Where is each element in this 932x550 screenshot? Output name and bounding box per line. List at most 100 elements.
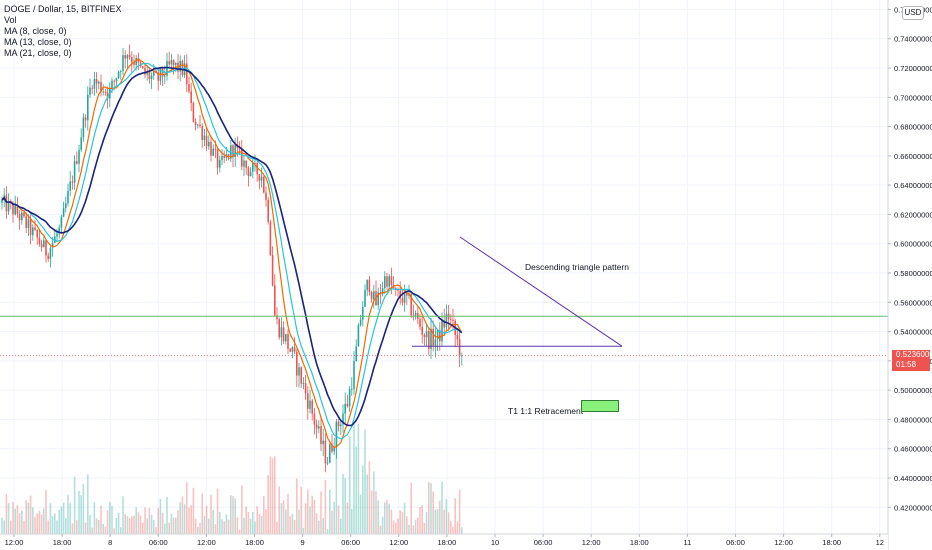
volume-bar [219,511,221,534]
candle-body [329,444,331,463]
candle-body [425,331,428,338]
candle-body [14,204,16,215]
candle-body [278,319,280,338]
volume-bar [159,499,162,534]
candle-body [21,212,23,221]
candle-body [51,242,54,248]
candle-body [71,181,74,183]
volume-bar [78,490,80,534]
candle-body [78,149,80,164]
candle-body [128,55,131,58]
candle-body [320,426,322,445]
candle-body [27,219,30,228]
candle-body [364,289,366,307]
volume-bar [208,518,210,534]
volume-bar [95,518,98,534]
volume-bar [461,527,463,534]
volume-bar [43,508,45,534]
volume-bar [100,505,102,534]
pattern-annotation[interactable]: Descending triangle pattern [525,262,629,272]
legend-ma21[interactable]: MA (21, close, 0) [4,48,72,58]
volume-bar [188,507,190,534]
candle-body [175,62,177,65]
candle-body [201,125,203,140]
candle-body [340,424,342,427]
volume-bar [414,519,417,534]
symbol-title[interactable]: DOGE / Dollar, 15, BITFINEX [4,4,122,14]
volume-bar [122,496,124,534]
volume-bar [302,527,305,534]
volume-bar [241,485,243,534]
volume-bar [271,458,274,534]
candlesticks [1,44,463,473]
target-annotation[interactable]: T1 1:1 Retracement [508,406,584,416]
candle-body [388,276,390,287]
volume-bar [412,525,415,534]
volume-bar [223,521,225,534]
candle-body [452,319,454,321]
volume-bars [1,424,463,534]
currency-button[interactable]: USD [902,6,924,20]
candle-body [243,160,245,167]
candle-body [386,276,388,287]
volume-bar [34,517,36,534]
candle-body [153,70,155,76]
candle-body [43,240,45,248]
candle-body [443,320,445,328]
volume-bar [3,520,5,534]
candle-body [106,92,109,99]
candle-body [124,55,126,59]
volume-bar [344,478,346,534]
volume-bar [14,508,16,534]
volume-bar [157,507,159,534]
time-tick-label: 12:00 [5,538,24,547]
volume-bar [7,503,10,534]
time-tick-label: 18:00 [438,538,457,547]
volume-bar [375,491,377,534]
volume-bar [139,515,142,534]
volume-bar [406,516,408,534]
candle-body [280,327,283,338]
candle-body [60,216,63,228]
candle-body [234,144,236,157]
candle-body [84,117,87,121]
candle-body [252,163,254,172]
candle-body [307,393,309,409]
volume-bar [40,514,43,534]
candle-body [423,334,426,338]
price-axis-bg [888,0,932,550]
candle-body [267,199,269,222]
candle-body [40,243,43,248]
volume-bar [216,488,219,534]
candle-body [76,161,78,164]
legend-ma13[interactable]: MA (13, close, 0) [4,37,72,47]
candle-body [326,462,329,464]
candle-body [401,298,404,303]
volume-bar [230,495,232,534]
volume-bar [102,523,104,534]
legend-ma8[interactable]: MA (8, close, 0) [4,26,67,36]
volume-bar [304,503,307,534]
candle-body [210,141,212,156]
candle-body [221,156,223,161]
volume-bar [425,511,428,534]
legend-volume[interactable]: Vol [4,15,17,25]
candle-body [421,326,423,335]
volume-bar [320,491,322,534]
volume-bar [186,482,188,534]
volume-bar [111,505,113,534]
volume-bar [210,494,212,534]
target-box[interactable] [581,399,619,412]
volume-bar [164,523,166,534]
price-tick-label: 0.68000000 [894,123,932,132]
volume-bar [300,486,302,534]
volume-bar [329,489,331,534]
candle-body [293,347,296,352]
candle-body [34,227,36,230]
candle-body [335,421,338,448]
candle-body [291,347,294,352]
candle-body [414,313,417,317]
candle-body [370,292,373,300]
volume-bar [227,519,230,534]
